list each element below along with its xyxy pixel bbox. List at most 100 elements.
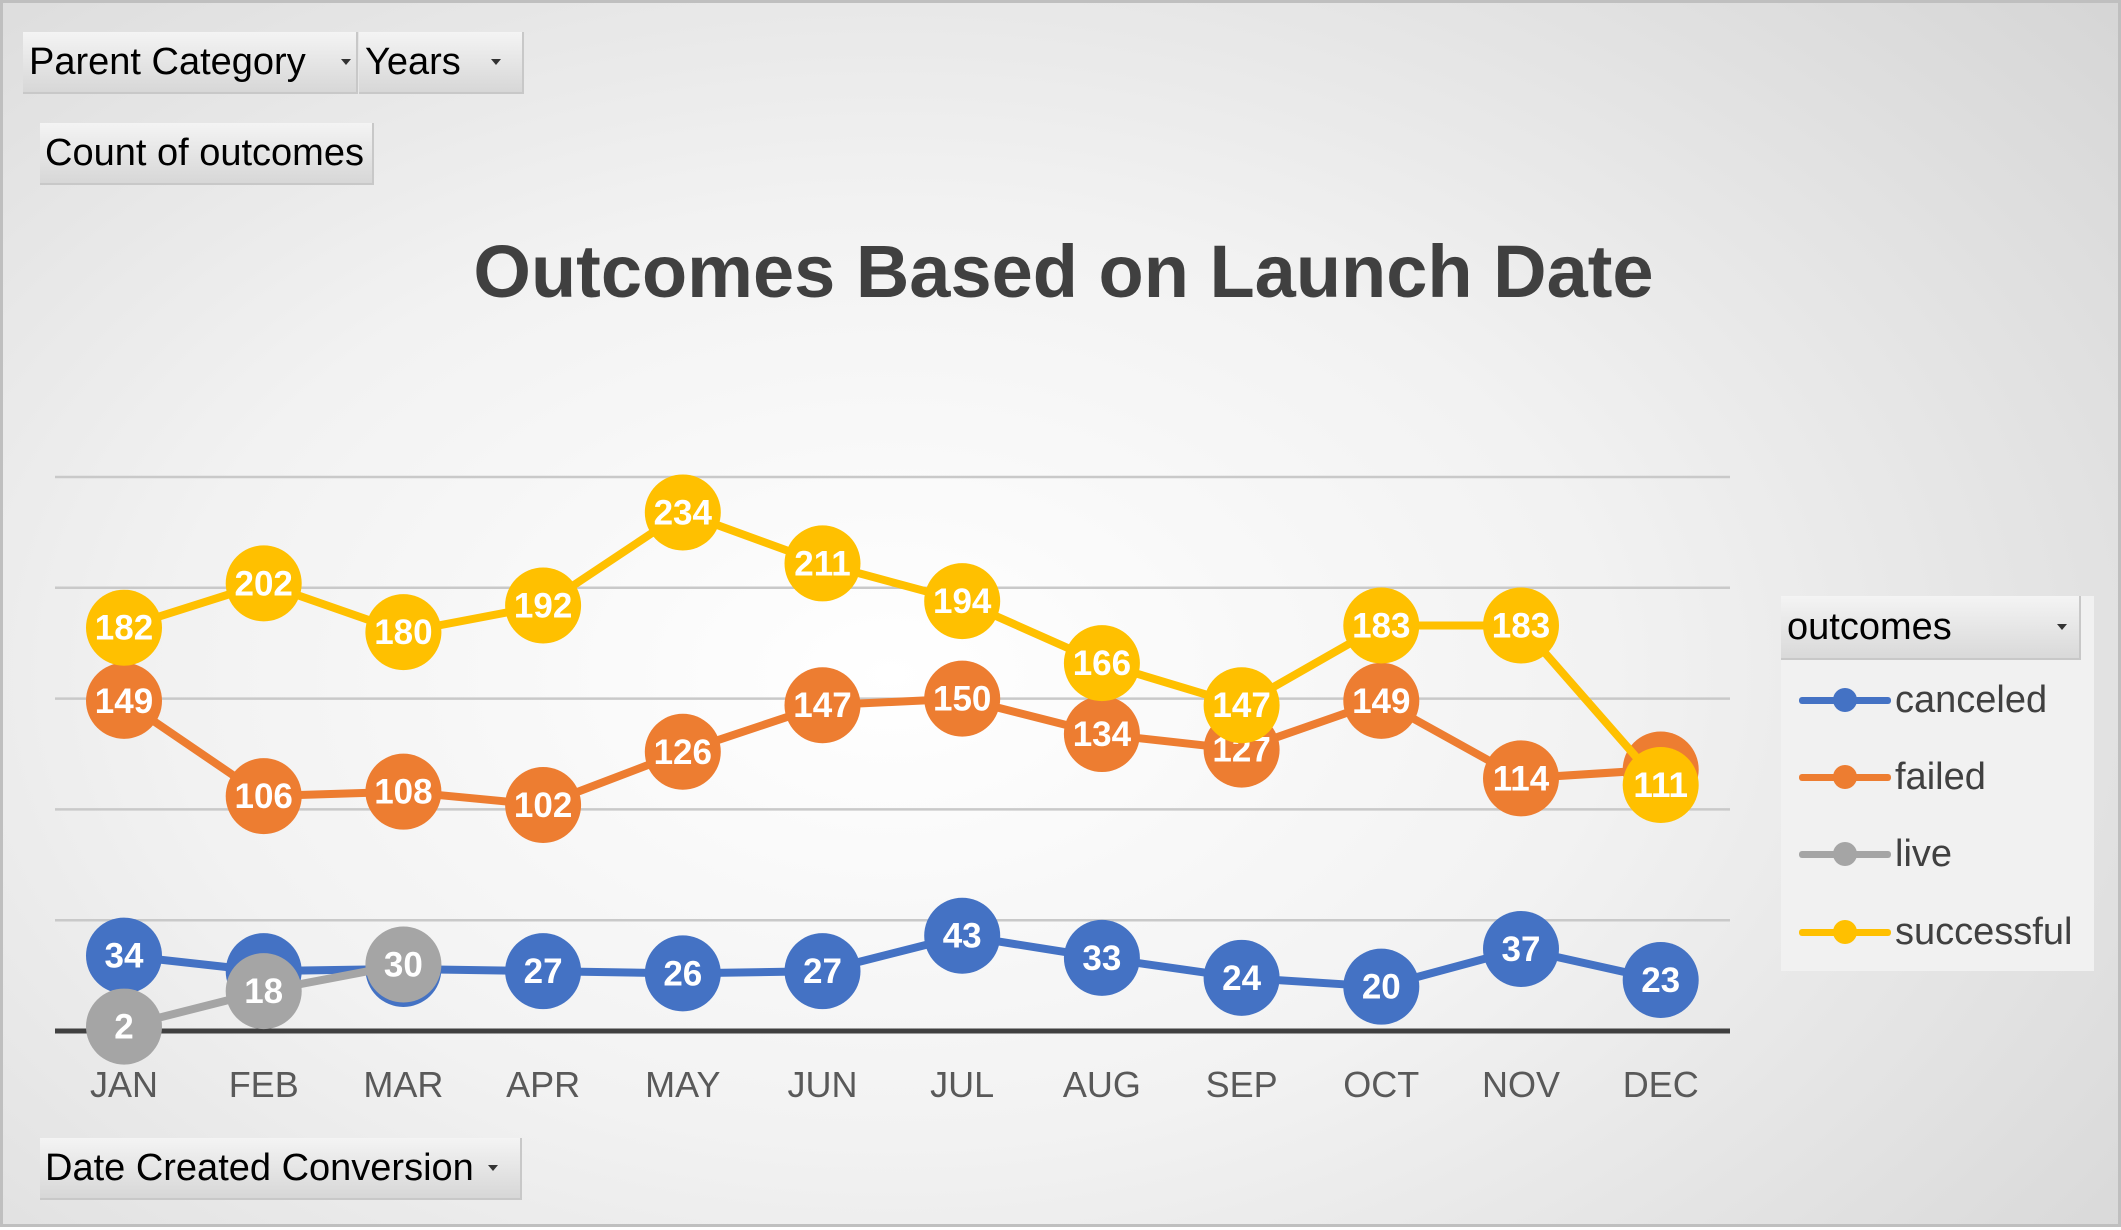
data-label-canceled: 43 [943, 917, 982, 956]
data-label-canceled: 37 [1502, 930, 1541, 969]
data-label-successful: 147 [1212, 686, 1270, 725]
canceled-line-marker-icon [1795, 680, 1895, 720]
data-point-successful[interactable] [1483, 587, 1559, 664]
axis-field-button[interactable]: Date Created Conversion [40, 1138, 522, 1200]
data-point-canceled[interactable] [784, 933, 861, 1010]
data-point-successful[interactable] [505, 567, 582, 644]
data-label-successful: 192 [514, 587, 572, 626]
x-tick-label: APR [506, 1064, 580, 1105]
data-label-failed: 108 [374, 773, 432, 812]
data-point-canceled[interactable] [644, 935, 721, 1012]
data-point-failed[interactable] [505, 766, 582, 843]
x-tick-label: JUL [930, 1064, 994, 1105]
data-point-canceled[interactable] [924, 897, 1001, 974]
data-label-canceled: 27 [524, 952, 563, 991]
data-label-successful: 234 [654, 493, 713, 532]
x-tick-label: FEB [229, 1064, 299, 1105]
data-point-live[interactable] [365, 926, 442, 1003]
values-field-button[interactable]: Count of outcomes [40, 123, 374, 185]
data-point-live[interactable] [225, 953, 302, 1030]
data-label-successful: 166 [1073, 644, 1131, 683]
data-label-failed: 150 [933, 680, 991, 719]
chevron-down-icon [488, 1165, 498, 1171]
data-point-successful[interactable] [86, 589, 162, 666]
x-tick-label: AUG [1063, 1064, 1141, 1105]
data-point-canceled[interactable] [505, 933, 582, 1010]
legend-label-successful: successful [1895, 910, 2073, 953]
chart-title: Outcomes Based on Launch Date [473, 230, 1654, 313]
data-point-failed[interactable] [1063, 696, 1140, 773]
data-point-successful[interactable] [1622, 747, 1699, 824]
data-point-successful[interactable] [924, 563, 1001, 640]
data-point-successful[interactable] [644, 474, 721, 551]
data-point-successful[interactable] [1343, 587, 1420, 664]
chevron-down-icon [2057, 624, 2067, 630]
data-point-successful[interactable] [365, 594, 442, 671]
data-label-successful: 111 [1633, 766, 1688, 805]
parent-category-label: Parent Category [29, 41, 306, 83]
x-tick-label: NOV [1482, 1064, 1560, 1105]
legend-label-failed: failed [1895, 755, 1986, 798]
x-tick-label: OCT [1343, 1064, 1419, 1105]
data-point-live[interactable] [86, 988, 162, 1065]
data-point-failed[interactable] [1343, 662, 1420, 739]
data-label-canceled: 24 [1222, 959, 1261, 998]
data-point-canceled[interactable] [1622, 942, 1699, 1019]
series-failed: 149106108102126147150134127149114118 [86, 660, 1699, 843]
data-label-failed: 147 [793, 686, 851, 725]
years-filter-button[interactable]: Years [359, 32, 524, 94]
x-tick-label: JUN [788, 1064, 858, 1105]
data-label-successful: 180 [374, 613, 432, 652]
x-tick-label: MAR [363, 1064, 443, 1105]
years-label: Years [365, 41, 461, 83]
data-label-failed: 149 [1352, 682, 1410, 721]
data-label-canceled: 27 [803, 952, 842, 991]
x-tick-label: SEP [1206, 1064, 1278, 1105]
data-label-successful: 194 [933, 582, 992, 621]
data-point-successful[interactable] [1203, 667, 1280, 744]
legend-item-failed[interactable]: failed [1795, 752, 2085, 802]
data-label-live: 18 [244, 972, 283, 1011]
parent-category-filter-button[interactable]: Parent Category [23, 32, 358, 94]
data-label-successful: 183 [1352, 606, 1410, 645]
data-point-successful[interactable] [1063, 625, 1140, 702]
legend-item-live[interactable]: live [1795, 829, 2085, 879]
legend-item-successful[interactable]: successful [1795, 907, 2085, 957]
data-label-canceled: 34 [105, 937, 144, 976]
legend-item-canceled[interactable]: canceled [1795, 675, 2085, 725]
data-label-canceled: 23 [1641, 961, 1680, 1000]
data-point-canceled[interactable] [1343, 948, 1420, 1025]
data-point-canceled[interactable] [1483, 911, 1559, 988]
data-label-failed: 149 [95, 682, 153, 721]
data-point-failed[interactable] [644, 713, 721, 790]
successful-line-marker-icon [1795, 912, 1895, 952]
chevron-down-icon [491, 59, 501, 65]
live-line-marker-icon [1795, 834, 1895, 874]
data-point-failed[interactable] [1483, 740, 1559, 817]
data-point-failed[interactable] [365, 753, 442, 830]
legend-header-label: outcomes [1787, 605, 1952, 648]
series-line-failed [120, 694, 1665, 809]
data-point-failed[interactable] [225, 758, 302, 835]
data-label-failed: 126 [654, 733, 712, 772]
data-point-canceled[interactable] [86, 917, 162, 994]
data-point-canceled[interactable] [1203, 939, 1280, 1016]
legend-filter-button[interactable]: outcomes [1781, 596, 2081, 660]
data-label-live: 2 [114, 1008, 133, 1047]
data-label-successful: 183 [1492, 606, 1550, 645]
data-label-live: 30 [384, 946, 423, 985]
data-point-successful[interactable] [225, 545, 302, 622]
data-point-failed[interactable] [784, 667, 861, 744]
data-point-canceled[interactable] [1063, 919, 1140, 996]
legend: outcomes canceled failed live [1781, 596, 2094, 971]
series-live: 2 18 30 [86, 926, 442, 1065]
failed-line-marker-icon [1795, 757, 1895, 797]
data-point-failed[interactable] [924, 660, 1001, 737]
data-label-successful: 202 [234, 564, 292, 603]
x-tick-label: MAY [645, 1064, 720, 1105]
data-label-successful: 182 [95, 609, 153, 648]
data-point-successful[interactable] [784, 525, 861, 602]
data-point-failed[interactable] [86, 662, 162, 739]
chevron-down-icon [341, 59, 351, 65]
data-label-failed: 106 [234, 777, 292, 816]
